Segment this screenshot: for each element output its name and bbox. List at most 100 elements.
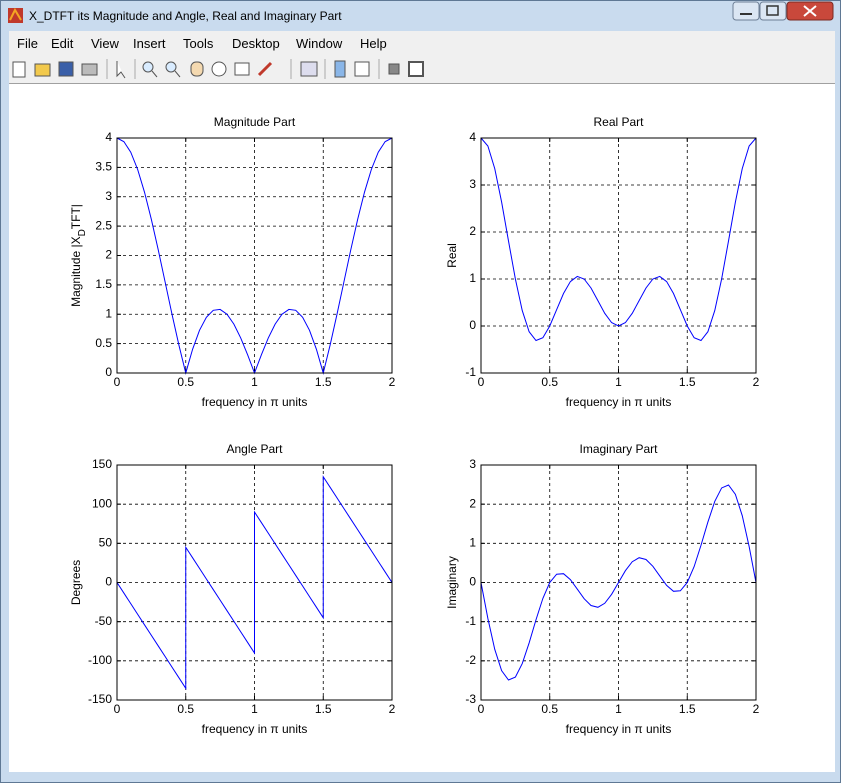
x-tick-label: 1.5: [679, 702, 696, 716]
y-tick-label: 2: [469, 496, 476, 510]
y-tick-label: -50: [95, 614, 113, 628]
y-tick-label: 1: [469, 536, 476, 550]
axes-box: [480, 464, 757, 701]
close-glyph: [803, 5, 817, 17]
y-axis-label: Magnitude |XDTFT|: [69, 204, 88, 307]
title-icons: [8, 1, 834, 23]
y-tick-label: 1.5: [95, 277, 112, 291]
y-axis-label: Degrees: [69, 560, 83, 605]
axes-title: Magnitude Part: [214, 115, 296, 129]
x-tick-label: 1.5: [679, 375, 696, 389]
y-tick-label: 3: [105, 189, 112, 203]
y-tick-label: -2: [465, 653, 476, 667]
y-axis-label-part: D: [77, 229, 88, 236]
y-tick-label: 3: [469, 177, 476, 191]
y-tick-label: 0: [105, 575, 112, 589]
axes-title: Imaginary Part: [579, 442, 658, 456]
menu-item[interactable]: Help: [360, 36, 387, 51]
y-tick-label: 0: [469, 318, 476, 332]
y-tick-label: 2.5: [95, 218, 112, 232]
x-axis-label: frequency in π units: [566, 395, 672, 409]
y-tick-label: 1: [469, 271, 476, 285]
axes: 0 0.5 1 1.5 2 -150 -100 -50 0 50 100 150 Angle Part f…: [69, 442, 395, 736]
y-tick-label: 1: [105, 306, 112, 320]
menu-item[interactable]: Window: [296, 36, 343, 51]
axes-box: [116, 137, 393, 374]
y-tick-label: 4: [105, 130, 112, 144]
axes-box: [116, 464, 393, 701]
x-tick-label: 0.5: [541, 702, 558, 716]
data-line: [116, 475, 393, 690]
y-tick-label: -1: [465, 614, 476, 628]
toolbar-buttons[interactable]: [12, 60, 424, 79]
data-line: [480, 137, 757, 342]
y-tick-label: -1: [465, 365, 476, 379]
x-tick-label: 2: [389, 702, 396, 716]
app-icon-glyph: [9, 7, 22, 21]
x-tick-label: 0: [114, 375, 121, 389]
y-axis-label: Real: [445, 243, 459, 268]
x-tick-label: 1.5: [315, 375, 332, 389]
x-axis-label: frequency in π units: [566, 722, 672, 736]
menu-item[interactable]: Tools: [183, 36, 214, 51]
y-tick-label: 0: [105, 365, 112, 379]
menu-item[interactable]: Desktop: [232, 36, 280, 51]
menu-item[interactable]: File: [17, 36, 38, 51]
x-tick-label: 1: [251, 702, 258, 716]
y-tick-label: -150: [88, 692, 112, 706]
x-tick-label: 2: [389, 375, 396, 389]
axes-title: Angle Part: [226, 442, 283, 456]
x-tick-label: 0.5: [541, 375, 558, 389]
menu-item[interactable]: View: [91, 36, 119, 51]
menu-item[interactable]: Edit: [51, 36, 74, 51]
axes: 0 0.5 1 1.5 2 -3 -2 -1 0 1 2 3 Imaginary Part frequen…: [445, 442, 759, 736]
x-tick-label: 2: [753, 375, 760, 389]
y-tick-label: 4: [469, 130, 476, 144]
x-tick-label: 1: [251, 375, 258, 389]
plots: 0 0.5 1 1.5 2 0 0.5 1 1.5 2 2.5 3 3.5 4 Magnitude Part…: [69, 115, 759, 736]
minimize-button[interactable]: [732, 1, 760, 21]
axes: 0 0.5 1 1.5 2 0 0.5 1 1.5 2 2.5 3 3.5 4 Magnitude Part…: [69, 115, 395, 409]
maximize-button[interactable]: [759, 1, 787, 21]
x-tick-label: 2: [753, 702, 760, 716]
y-tick-label: 50: [99, 536, 113, 550]
x-tick-label: 0.5: [177, 375, 194, 389]
title-bar: X_DTFT its Magnitude and Angle, Real and…: [1, 1, 840, 31]
figure: 0 0.5 1 1.5 2 0 0.5 1 1.5 2 2.5 3 3.5 4 Magnitude Part…: [9, 84, 835, 772]
y-axis-label-part: TFT|: [69, 204, 83, 229]
x-tick-label: 0: [478, 375, 485, 389]
toolbar: [9, 55, 835, 84]
y-axis-label: Imaginary: [445, 556, 459, 609]
maximize-glyph: [766, 5, 779, 16]
y-tick-label: 100: [92, 496, 112, 510]
window-title: X_DTFT its Magnitude and Angle, Real and…: [29, 9, 342, 23]
axes-box: [480, 137, 757, 374]
y-tick-label: 2: [105, 248, 112, 262]
toolbar-icons: [12, 59, 424, 79]
menu-bar: File Edit View Insert Tools Desktop Window Help: [9, 31, 835, 55]
x-tick-label: 0: [478, 702, 485, 716]
y-tick-label: 3.5: [95, 160, 112, 174]
x-tick-label: 1: [615, 375, 622, 389]
toolbar-separators: [106, 59, 380, 79]
x-tick-label: 1.5: [315, 702, 332, 716]
x-axis-label: frequency in π units: [202, 395, 308, 409]
x-tick-label: 1: [615, 702, 622, 716]
x-axis-label: frequency in π units: [202, 722, 308, 736]
y-tick-label: 0.5: [95, 336, 112, 350]
y-tick-label: -3: [465, 692, 476, 706]
app-icon: [8, 8, 23, 23]
y-tick-label: 150: [92, 457, 112, 471]
y-tick-label: 2: [469, 224, 476, 238]
data-line: [480, 484, 757, 681]
x-tick-label: 0: [114, 702, 121, 716]
x-tick-label: 0.5: [177, 702, 194, 716]
axes-background: [481, 138, 756, 373]
y-axis-label-part: Magnitude |X: [69, 236, 83, 307]
menu-item[interactable]: Insert: [133, 36, 166, 51]
axes-title: Real Part: [593, 115, 644, 129]
y-tick-label: 3: [469, 457, 476, 471]
y-tick-label: 0: [469, 575, 476, 589]
